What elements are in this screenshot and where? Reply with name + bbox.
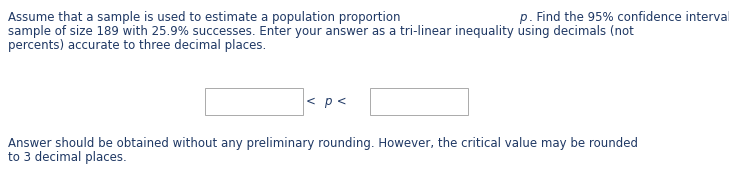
Text: . Find the 95% confidence interval for a: . Find the 95% confidence interval for a xyxy=(529,11,729,24)
Bar xyxy=(370,88,468,115)
Text: p: p xyxy=(324,95,331,108)
Text: to 3 decimal places.: to 3 decimal places. xyxy=(8,151,127,164)
Text: sample of size 189 with 25.9% successes. Enter your answer as a tri-linear inequ: sample of size 189 with 25.9% successes.… xyxy=(8,25,634,38)
Text: Answer should be obtained without any preliminary rounding. However, the critica: Answer should be obtained without any pr… xyxy=(8,137,638,150)
Text: <: < xyxy=(333,95,347,108)
Bar xyxy=(205,88,303,115)
Text: <: < xyxy=(306,95,319,108)
Text: p: p xyxy=(519,11,527,24)
Text: percents) accurate to three decimal places.: percents) accurate to three decimal plac… xyxy=(8,39,266,52)
Text: Assume that a sample is used to estimate a population proportion: Assume that a sample is used to estimate… xyxy=(8,11,405,24)
